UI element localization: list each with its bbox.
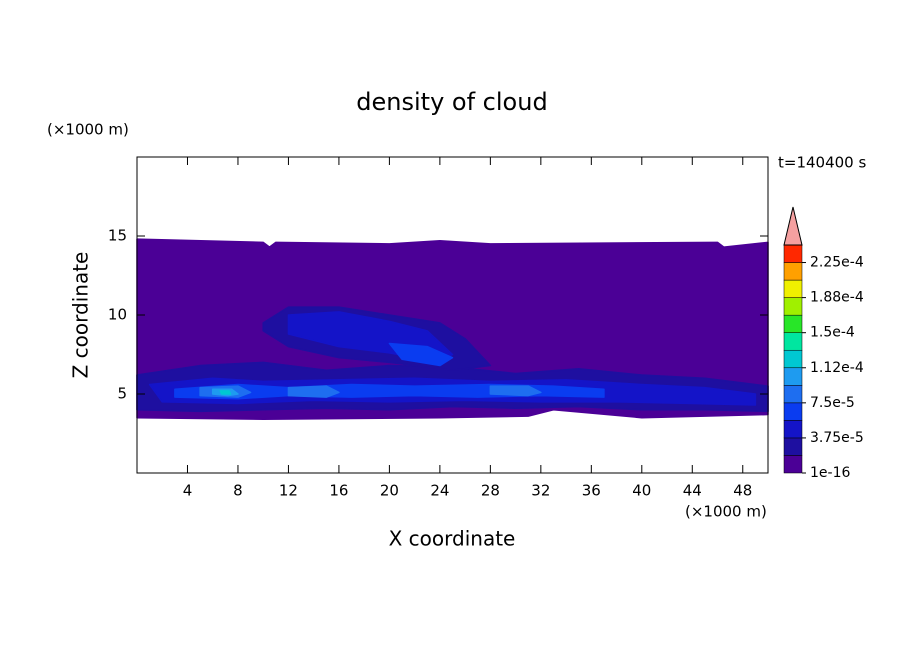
x-unit: (×1000 m) [685,503,767,521]
colorbar-tick-label: 3.75e-5 [810,430,864,446]
colorbar-tick-label: 2.25e-4 [810,255,864,271]
colorbar-band [783,279,803,298]
x-tick-label: 8 [233,482,243,500]
contour-region [388,342,454,367]
x-axis-label: X coordinate [389,527,516,551]
y-axis-label: Z coordinate [69,252,93,379]
colorbar-band [783,349,803,369]
colorbar-band [783,244,803,263]
x-tick-label: 20 [380,482,399,500]
y-tick-label: 15 [108,227,127,245]
colorbar-band [783,420,803,439]
y-tick-label: 5 [117,385,127,403]
colorbar-tick-label: 1e-16 [810,465,850,481]
x-tick-label: 16 [329,482,348,500]
colorbar-band [783,455,803,474]
colorbar-band [783,402,803,421]
x-tick-label: 12 [279,482,298,500]
contour-region [219,390,232,395]
colorbar-band [783,437,803,456]
colorbar-extend [783,206,803,246]
x-tick-label: 40 [632,482,651,500]
x-tick-label: 32 [531,482,550,500]
x-tick-label: 48 [733,482,752,500]
y-unit: (×1000 m) [47,121,129,139]
colorbar-tick-label: 1.5e-4 [810,325,855,341]
colorbar-tick-label: 1.88e-4 [810,290,864,306]
colorbar-band [783,297,803,316]
x-tick-label: 24 [430,482,449,500]
colorbar-band [783,314,803,333]
colorbar-band [783,385,803,404]
colorbar-tick-label: 1.12e-4 [810,360,864,376]
colorbar-band [783,332,803,351]
y-tick-label: 10 [108,306,127,324]
contour-region [287,385,340,398]
colorbar-band [783,367,803,386]
chart-title: density of cloud [356,88,547,116]
x-tick-label: 36 [582,482,601,500]
x-tick-label: 4 [183,482,193,500]
x-tick-label: 28 [481,482,500,500]
x-tick-label: 44 [683,482,702,500]
colorbar-band [783,262,803,281]
colorbar-tick-label: 7.5e-5 [810,395,855,411]
contour-region [489,385,542,397]
time-label: t=140400 s [778,154,866,172]
